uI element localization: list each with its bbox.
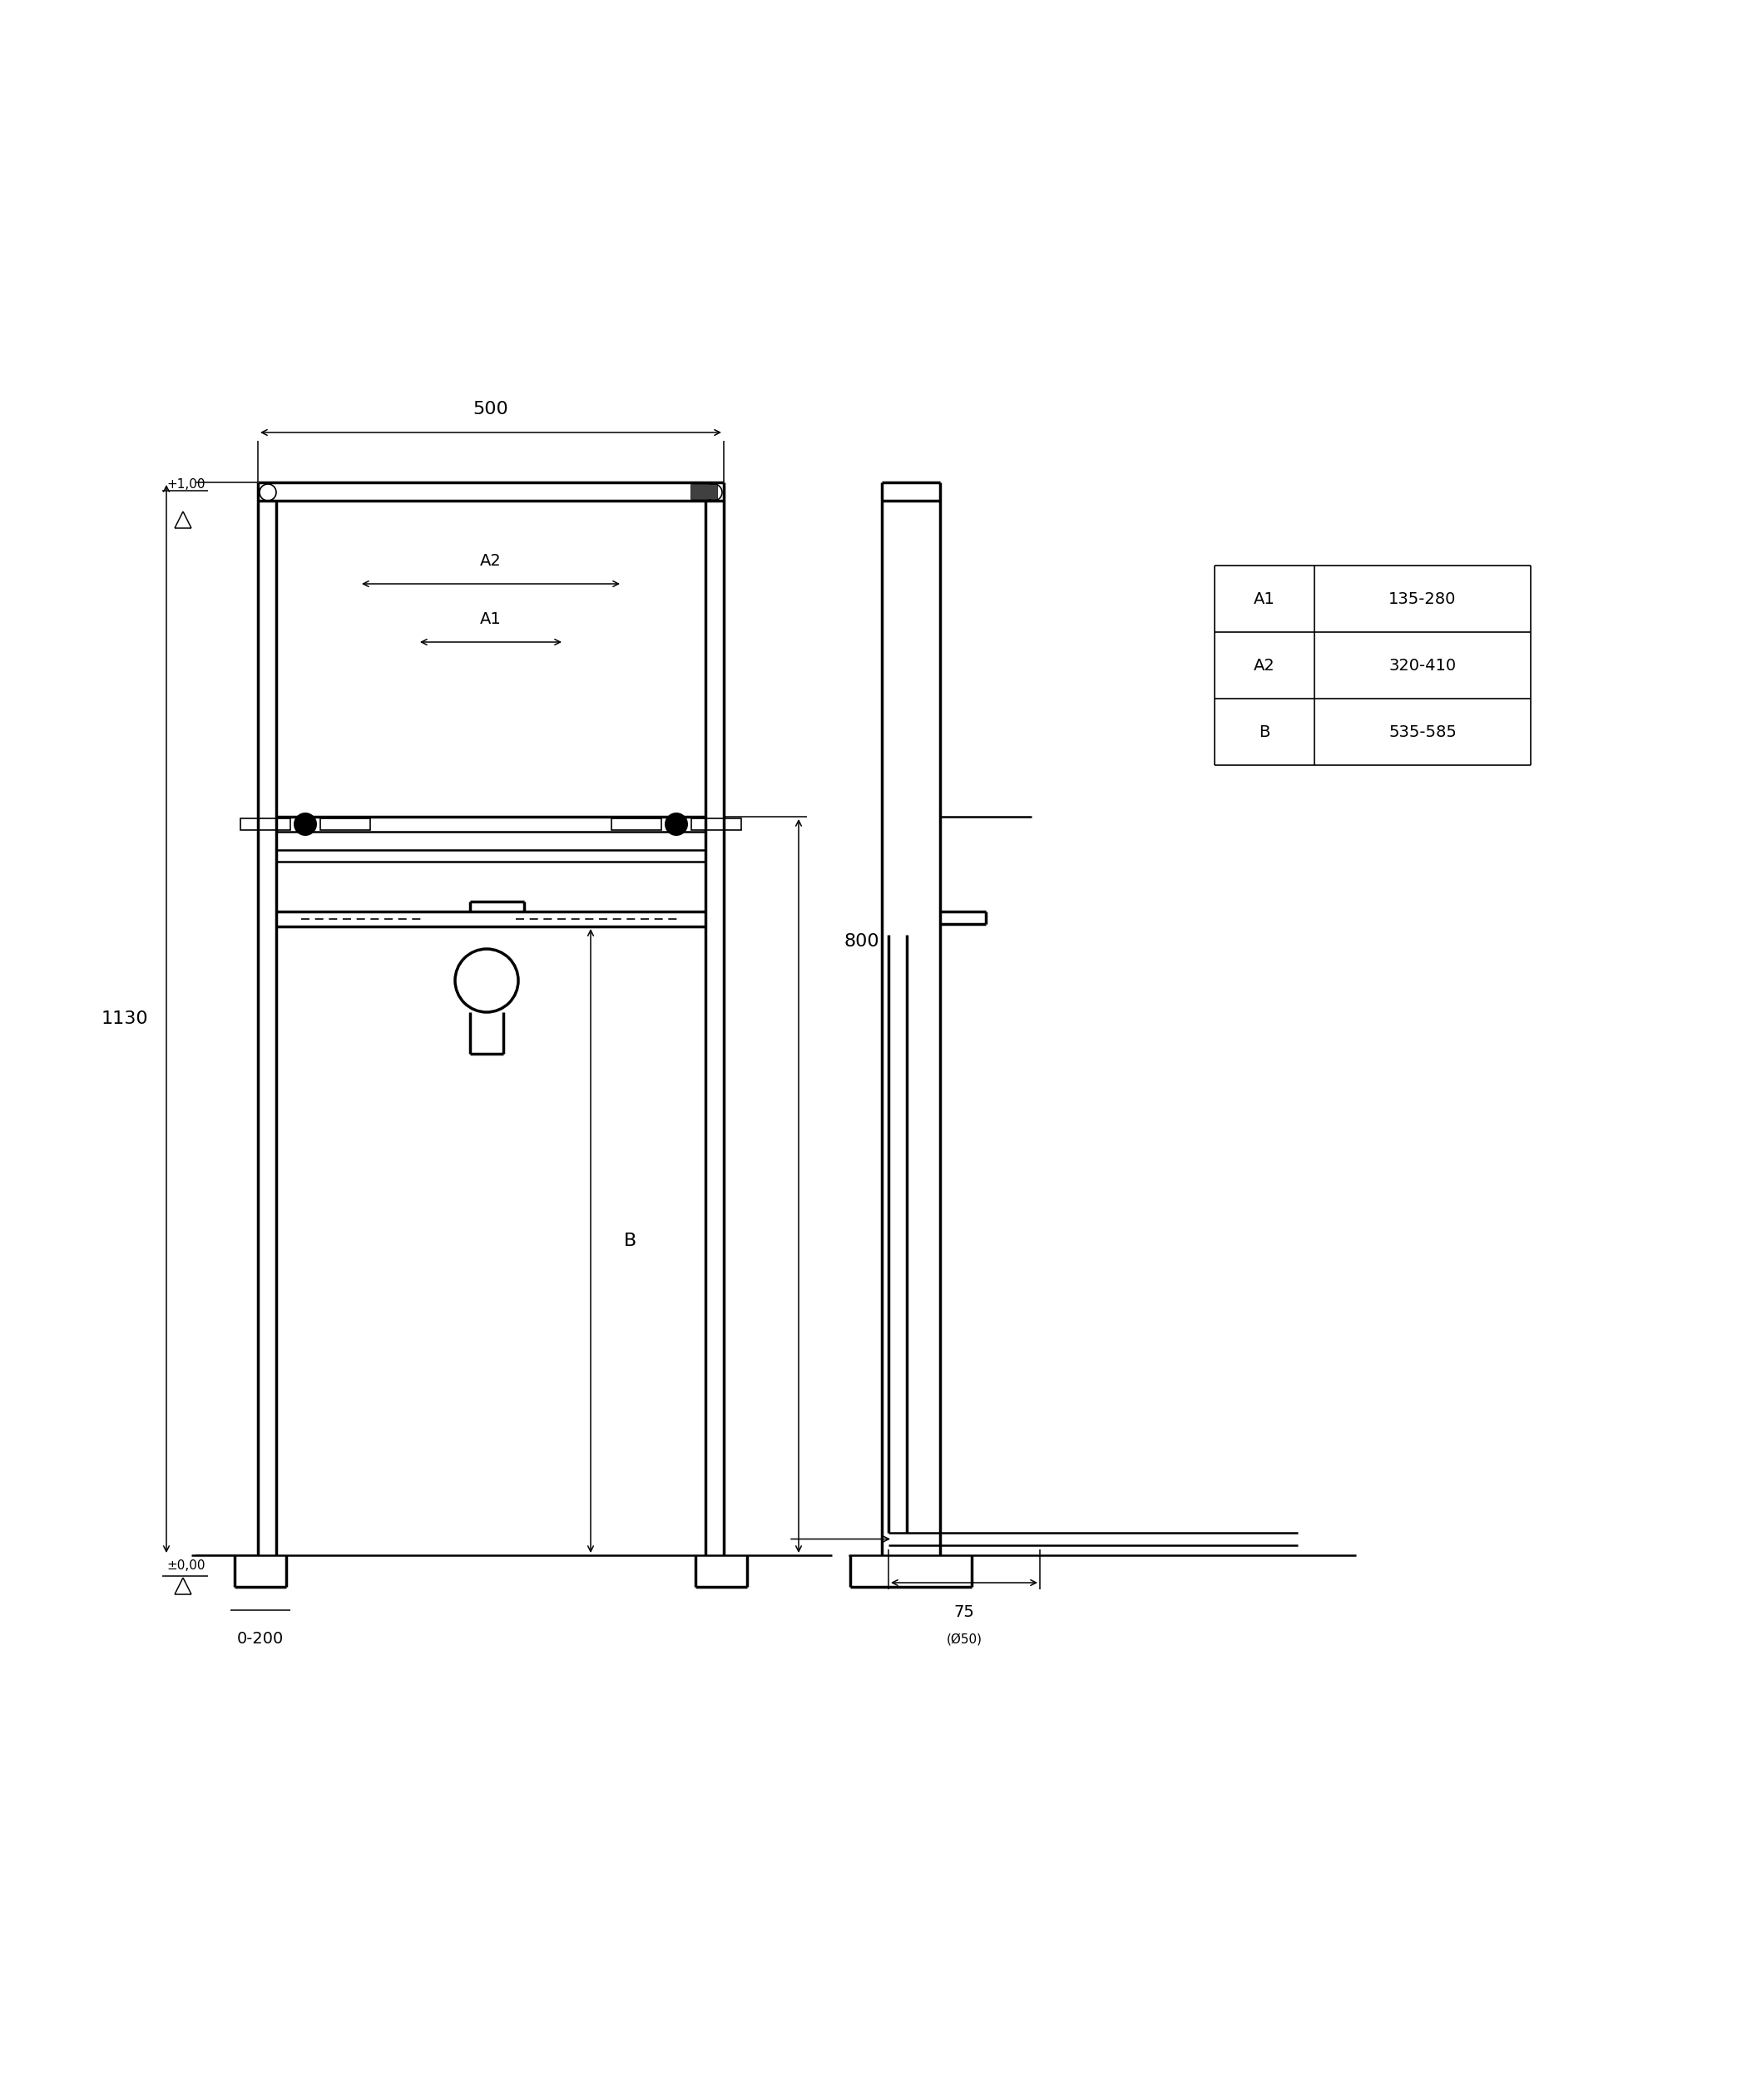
Text: 135-280: 135-280 [1389,590,1456,607]
Text: ±0,00: ±0,00 [166,1560,205,1573]
Bar [321,819,370,830]
Circle shape [664,813,689,836]
Text: A1: A1 [480,611,501,626]
Text: 320-410: 320-410 [1389,657,1456,674]
Bar [692,819,741,830]
Circle shape [294,813,317,836]
Text: B: B [1260,724,1270,739]
Bar [611,819,661,830]
Bar [240,819,291,830]
Text: 800: 800 [844,932,880,949]
Text: (Ø50): (Ø50) [946,1634,983,1646]
Text: A1: A1 [1254,590,1275,607]
Bar [690,483,717,500]
Text: 1130: 1130 [102,1010,149,1027]
Text: 75: 75 [953,1604,974,1619]
Text: A2: A2 [480,552,501,569]
Text: B: B [624,1233,636,1250]
Text: 535-585: 535-585 [1389,724,1456,739]
Text: +1,00: +1,00 [166,479,205,491]
Text: 500: 500 [473,401,508,418]
Text: 0-200: 0-200 [237,1632,284,1646]
Text: A2: A2 [1254,657,1275,674]
